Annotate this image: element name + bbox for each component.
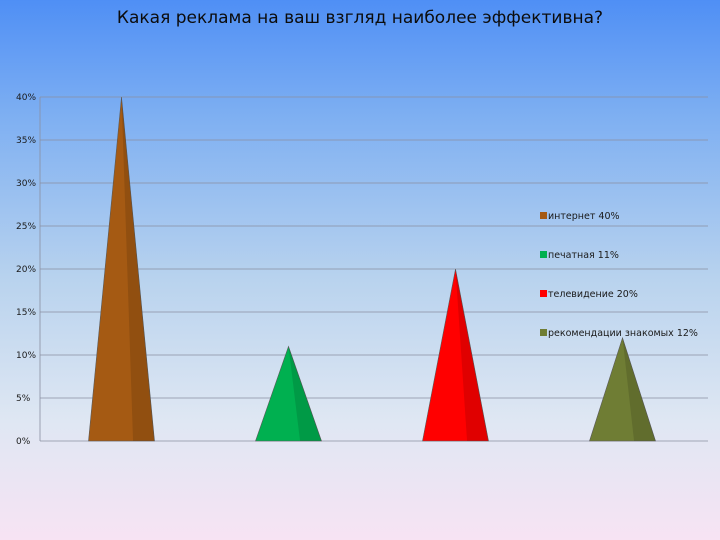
y-tick-label: 40% [16, 93, 36, 103]
legend-label: печатная 11% [548, 250, 619, 261]
bar-shade-3 [455, 269, 489, 441]
y-axis-ticks: 0% 5% 10% 15% 20% 25% 30% 35% 40% [16, 93, 36, 447]
legend-label: интернет 40% [548, 211, 620, 222]
bar-4 [589, 336, 656, 442]
grid-lines [39, 96, 708, 442]
legend-swatch [540, 251, 547, 258]
bar-1 [88, 96, 155, 442]
bar-shade-4 [622, 337, 656, 441]
y-tick-label: 0% [16, 437, 31, 447]
bar-shade-2 [288, 346, 322, 441]
y-tick-label: 35% [16, 136, 36, 146]
bars [88, 96, 656, 442]
y-tick-label: 30% [16, 179, 36, 189]
bar-3 [422, 268, 489, 442]
legend-swatch [540, 290, 547, 297]
bar-2 [255, 345, 322, 442]
y-tick-label: 25% [16, 222, 36, 232]
y-tick-label: 5% [16, 394, 31, 404]
legend-swatch [540, 329, 547, 336]
legend-label: телевидение 20% [548, 289, 638, 300]
legend-swatch [540, 212, 547, 219]
chart-title: Какая реклама на ваш взгляд наиболее эфф… [116, 8, 604, 28]
legend: интернет 40% печатная 11% телевидение 20% р… [540, 211, 698, 339]
y-tick-label: 15% [16, 308, 36, 318]
y-tick-label: 10% [16, 351, 36, 361]
bar-shade-1 [121, 97, 155, 441]
y-tick-label: 20% [16, 265, 36, 275]
legend-label: рекомендации знакомых 12% [548, 328, 698, 339]
